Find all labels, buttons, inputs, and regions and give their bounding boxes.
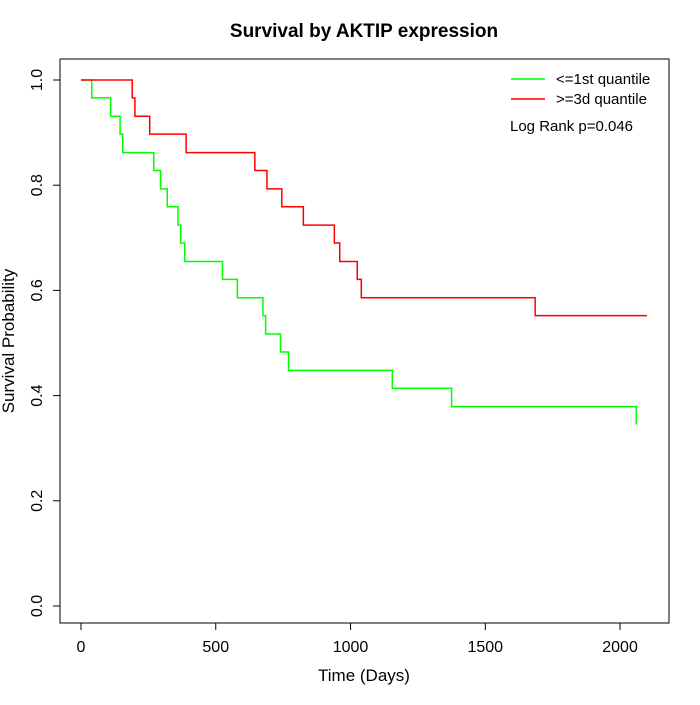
- legend-label: <=1st quantile: [556, 71, 650, 88]
- x-tick-label: 1500: [467, 639, 503, 656]
- x-axis: 0 500 1000 1500 2000: [77, 622, 638, 656]
- x-axis-label: Time (Days): [318, 666, 410, 685]
- legend-label: >=3d quantile: [556, 91, 647, 108]
- survival-curve-high: [81, 79, 647, 317]
- y-tick-label: 0.8: [29, 174, 46, 196]
- y-tick-label: 0.4: [29, 384, 46, 406]
- plot-frame: [59, 58, 670, 624]
- series-layer: [81, 79, 647, 425]
- y-tick-label: 1.0: [29, 69, 46, 91]
- x-tick-label: 500: [202, 639, 229, 656]
- x-tick-label: 2000: [602, 639, 638, 656]
- y-tick-label: 0.6: [29, 279, 46, 301]
- x-tick-label: 1000: [333, 639, 369, 656]
- y-axis: 0.0 0.2 0.4 0.6 0.8 1.0: [29, 69, 61, 617]
- chart-title: Survival by AKTIP expression: [230, 21, 498, 42]
- x-tick-label: 0: [77, 639, 86, 656]
- survival-curve-low: [81, 79, 637, 425]
- y-tick-label: 0.0: [29, 595, 46, 617]
- y-tick-label: 0.2: [29, 490, 46, 512]
- log-rank-annotation: Log Rank p=0.046: [510, 118, 633, 135]
- y-axis-label: Survival Probability: [0, 268, 18, 413]
- legend: <=1st quantile >=3d quantile: [511, 71, 650, 108]
